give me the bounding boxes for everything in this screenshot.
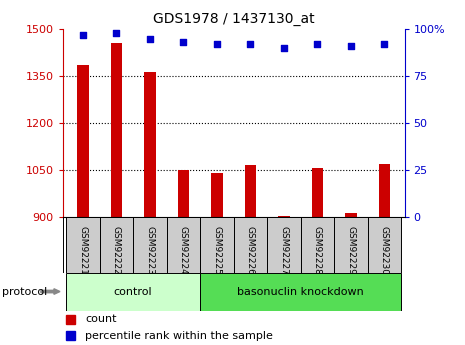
- Bar: [278, 216, 290, 217]
- Bar: [312, 168, 323, 217]
- Text: GSM92223: GSM92223: [146, 226, 154, 275]
- Text: basonuclin knockdown: basonuclin knockdown: [237, 287, 364, 296]
- Bar: [334, 217, 368, 273]
- Point: [280, 45, 288, 51]
- Point: [146, 36, 153, 41]
- Bar: [267, 217, 301, 273]
- Bar: [100, 217, 133, 273]
- Bar: [144, 72, 156, 217]
- Bar: [111, 43, 122, 217]
- Bar: [345, 213, 357, 217]
- Text: GSM92228: GSM92228: [313, 226, 322, 275]
- Bar: [301, 217, 334, 273]
- Point: [213, 42, 220, 47]
- Text: GSM92225: GSM92225: [213, 226, 221, 275]
- Bar: [66, 217, 100, 273]
- Text: GSM92229: GSM92229: [346, 226, 355, 275]
- Bar: [234, 217, 267, 273]
- Text: protocol: protocol: [2, 287, 47, 296]
- Point: [179, 40, 187, 45]
- Point: [79, 32, 86, 38]
- Bar: [368, 217, 401, 273]
- Bar: [379, 164, 390, 217]
- Bar: [211, 174, 223, 217]
- Bar: [66, 331, 75, 340]
- Point: [347, 43, 355, 49]
- Bar: [200, 273, 401, 310]
- Bar: [133, 217, 166, 273]
- Point: [314, 42, 321, 47]
- Text: GSM92222: GSM92222: [112, 226, 121, 274]
- Text: count: count: [85, 314, 117, 324]
- Bar: [166, 217, 200, 273]
- Text: GSM92230: GSM92230: [380, 226, 389, 275]
- Title: GDS1978 / 1437130_at: GDS1978 / 1437130_at: [153, 11, 314, 26]
- Text: GSM92224: GSM92224: [179, 226, 188, 274]
- Text: control: control: [114, 287, 153, 296]
- Point: [381, 42, 388, 47]
- Bar: [200, 217, 234, 273]
- Bar: [66, 273, 200, 310]
- Text: GSM92226: GSM92226: [246, 226, 255, 275]
- Bar: [77, 65, 89, 217]
- Bar: [178, 170, 189, 217]
- Bar: [245, 165, 256, 217]
- Point: [113, 30, 120, 36]
- Text: GSM92221: GSM92221: [79, 226, 87, 275]
- Text: percentile rank within the sample: percentile rank within the sample: [85, 331, 273, 341]
- Text: GSM92227: GSM92227: [279, 226, 288, 275]
- Bar: [66, 315, 75, 324]
- Point: [247, 42, 254, 47]
